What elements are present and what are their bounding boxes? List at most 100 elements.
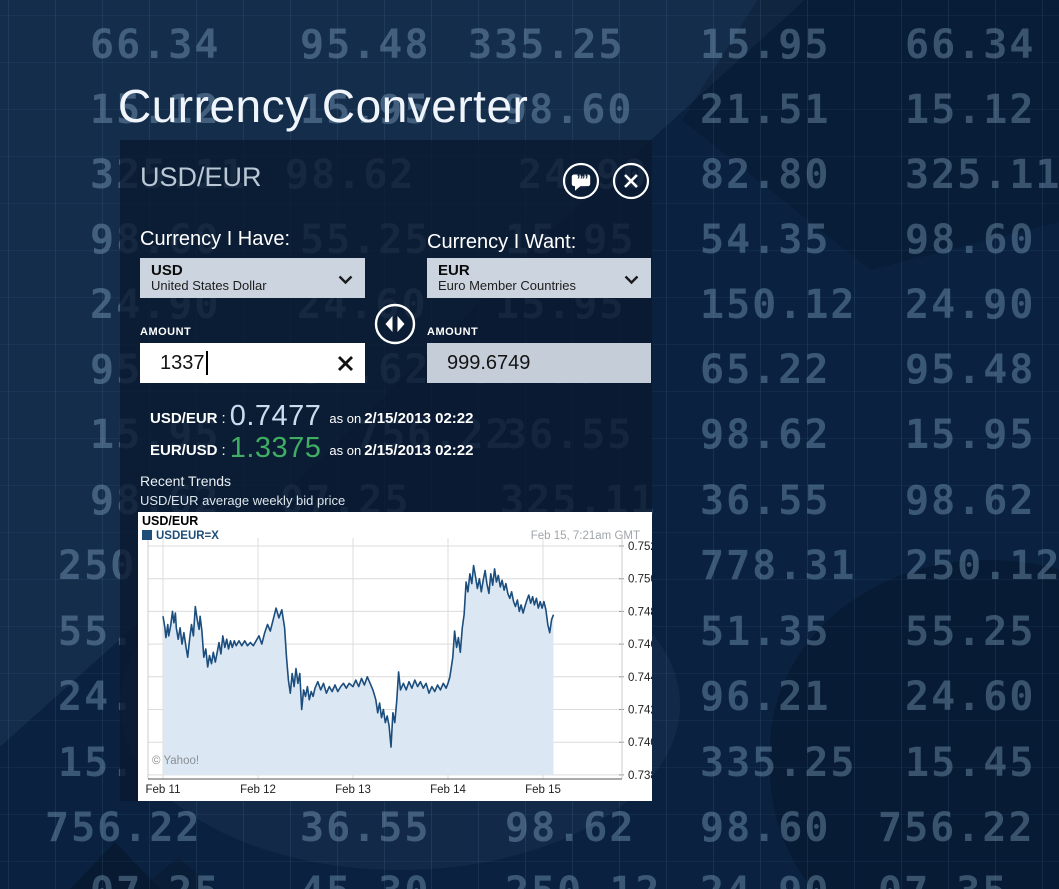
- ticker-number: 250.12: [505, 872, 662, 889]
- swap-arrows-icon: [374, 303, 416, 348]
- currency-have-dropdown[interactable]: USD United States Dollar: [140, 258, 365, 298]
- ticker-number: 98.60: [905, 217, 1036, 263]
- feedback-button[interactable]: ””: [562, 162, 600, 200]
- ticker-number: 325.11: [905, 152, 1059, 198]
- rate-value: 1.3375: [229, 432, 322, 464]
- svg-text:Feb 14: Feb 14: [430, 784, 466, 796]
- svg-text:0.740: 0.740: [628, 737, 652, 749]
- rate-as-on: as on: [329, 411, 362, 426]
- chevron-down-icon: [624, 272, 639, 290]
- speech-bubble-icon: ””: [562, 162, 600, 203]
- ticker-number: 150.12: [700, 282, 857, 328]
- svg-text:Feb 15: Feb 15: [525, 784, 561, 796]
- rate-pair-label: EUR/USD: [150, 442, 218, 459]
- ticker-number: 98.62: [700, 412, 831, 458]
- ticker-number: 335.25: [468, 22, 625, 68]
- ticker-number: 66.34: [90, 22, 221, 68]
- recent-trends-subtitle: USD/EUR average weekly bid price: [140, 493, 346, 508]
- ticker-number: 98.60: [503, 87, 634, 133]
- ticker-number: 45.30: [300, 872, 430, 889]
- ticker-number: 15.95: [300, 87, 431, 133]
- ticker-number: 15.95: [905, 412, 1036, 458]
- rate-pair-label: USD/EUR: [150, 410, 218, 427]
- rate-date: 2/15/2013 02:22: [364, 410, 474, 427]
- amount-want-label: AMOUNT: [427, 326, 479, 338]
- close-icon: [612, 162, 650, 203]
- svg-text:””: ””: [577, 171, 588, 187]
- ticker-number: 15.45: [905, 740, 1036, 786]
- text-caret: [205, 351, 208, 375]
- rate-row-eur-usd: EUR/USD:1.3375 as on 2/15/2013 02:22: [150, 432, 473, 465]
- amount-want-value: 999.6749: [447, 351, 531, 374]
- ticker-number: 96.21: [700, 674, 831, 720]
- ticker-number: 65.22: [700, 347, 831, 393]
- amount-have-label: AMOUNT: [140, 326, 192, 338]
- ticker-number: 15.12: [90, 87, 221, 133]
- currency-want-name: Euro Member Countries: [438, 278, 576, 294]
- currency-have-selection: USD United States Dollar: [140, 262, 267, 294]
- ticker-number: 36.55: [700, 478, 831, 524]
- ticker-number: 15.12: [905, 87, 1036, 133]
- ticker-number: 21.51: [700, 87, 831, 133]
- ticker-number: 98.60: [700, 805, 831, 851]
- currency-have-code: USD: [151, 261, 183, 279]
- clear-input-icon[interactable]: [336, 354, 355, 378]
- rate-row-usd-eur: USD/EUR:0.7477 as on 2/15/2013 02:22: [150, 400, 473, 433]
- ticker-number: 51.35: [700, 609, 831, 655]
- ticker-number: 07.25: [90, 872, 220, 889]
- currency-want-selection: EUR Euro Member Countries: [427, 262, 576, 294]
- ticker-number: 54.35: [700, 217, 831, 263]
- trend-chart: 0.752 0.750 0.748 0.746 0.744 0.742 0.740 0.738…: [138, 512, 652, 801]
- svg-text:© Yahoo!: © Yahoo!: [152, 755, 199, 767]
- ticker-number: 98.62: [905, 478, 1036, 524]
- ticker-number: 36.55: [300, 805, 431, 851]
- currency-have-label: Currency I Have:: [140, 228, 291, 250]
- amount-have-value: 1337: [160, 351, 205, 374]
- converter-panel: USD/EUR ”” Currency I Have: Currency I W…: [120, 140, 652, 801]
- app-title: Currency Converter: [118, 79, 529, 132]
- svg-text:0.744: 0.744: [628, 672, 652, 684]
- svg-text:0.746: 0.746: [628, 639, 652, 651]
- rate-colon: :: [221, 410, 226, 427]
- svg-text:Feb 11: Feb 11: [146, 784, 181, 796]
- ticker-number: 66.34: [905, 22, 1036, 68]
- ticker-number: 335.25: [700, 740, 857, 786]
- rate-date: 2/15/2013 02:22: [364, 442, 474, 459]
- currency-want-dropdown[interactable]: EUR Euro Member Countries: [427, 258, 651, 298]
- ticker-number: 250.12: [905, 543, 1059, 589]
- swap-currencies-button[interactable]: [374, 303, 416, 345]
- ticker-number: 07.35: [878, 872, 1008, 889]
- svg-text:Feb 13: Feb 13: [335, 784, 371, 796]
- svg-text:0.748: 0.748: [628, 606, 652, 618]
- amount-have-input[interactable]: 1337: [140, 343, 365, 383]
- ticker-number: 756.22: [878, 805, 1035, 851]
- svg-text:0.752: 0.752: [628, 541, 652, 553]
- currency-want-label: Currency I Want:: [427, 231, 577, 253]
- ticker-number: 98.62: [505, 805, 636, 851]
- ticker-number: 55.25: [905, 609, 1036, 655]
- chevron-down-icon: [338, 272, 353, 290]
- rate-colon: :: [221, 442, 226, 459]
- svg-text:0.738: 0.738: [628, 770, 652, 782]
- currency-have-name: United States Dollar: [151, 278, 267, 294]
- close-button[interactable]: [612, 162, 650, 200]
- svg-text:USDEUR=X: USDEUR=X: [156, 530, 219, 542]
- ticker-number: 778.31: [700, 543, 857, 589]
- currency-want-code: EUR: [438, 261, 470, 279]
- svg-text:USD/EUR: USD/EUR: [142, 514, 198, 528]
- rate-as-on: as on: [329, 443, 362, 458]
- amount-want-input[interactable]: 999.6749: [427, 343, 651, 383]
- trend-chart-svg: 0.752 0.750 0.748 0.746 0.744 0.742 0.740 0.738…: [142, 514, 652, 796]
- svg-text:0.750: 0.750: [628, 574, 652, 586]
- ticker-number: 756.22: [45, 805, 202, 851]
- ticker-number: 95.48: [300, 22, 431, 68]
- ticker-number: 95.48: [905, 347, 1036, 393]
- pair-title: USD/EUR: [140, 162, 262, 192]
- rate-value: 0.7477: [229, 400, 322, 432]
- svg-text:0.742: 0.742: [628, 705, 652, 717]
- svg-text:Feb 15, 7:21am GMT: Feb 15, 7:21am GMT: [531, 530, 640, 542]
- ticker-number: 24.90: [905, 282, 1036, 328]
- svg-text:Feb 12: Feb 12: [240, 784, 276, 796]
- ticker-number: 15.95: [700, 22, 831, 68]
